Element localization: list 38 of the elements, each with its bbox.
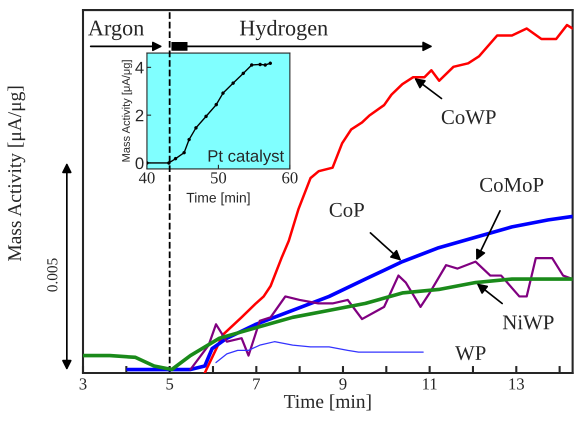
point	[258, 62, 262, 66]
y-tick-label: 2	[136, 110, 144, 122]
point	[231, 81, 235, 85]
x-tick-label: 9	[339, 378, 346, 390]
point	[194, 126, 198, 130]
point	[221, 91, 225, 95]
annotation: CoMoP	[480, 178, 544, 192]
annotation: NiWP	[502, 315, 554, 330]
x-tick-label: 7	[253, 378, 260, 390]
annotation: CoP	[330, 202, 364, 217]
annotation: Argon	[88, 20, 144, 40]
y-tick-label: 4	[135, 62, 144, 74]
annotation: Hydrogen	[240, 20, 328, 40]
x-tick-label: 50	[211, 172, 226, 184]
point	[268, 62, 272, 66]
x-tick-label: 60	[282, 172, 298, 184]
x-axis-title: Time [min]	[186, 192, 250, 206]
annotation: CoWP	[442, 110, 496, 124]
annotation: WP	[455, 346, 486, 360]
text: 0.005	[47, 258, 58, 292]
point	[242, 72, 246, 76]
x-tick-label: 5	[166, 378, 174, 390]
point	[182, 150, 186, 154]
x-tick-label: 40	[138, 172, 155, 184]
point	[250, 63, 254, 67]
y-axis-title: Mass Activity [μA/μg]	[8, 86, 26, 262]
x-axis-title: Time [min]	[284, 394, 371, 410]
y-axis-title: Mass Activity [μA/μg]	[122, 60, 132, 162]
annotation: Pt catalyst	[208, 150, 284, 166]
x-tick-label: 11	[423, 378, 437, 390]
point	[263, 63, 267, 67]
x-tick-label: 13	[509, 378, 524, 390]
y-tick-label: 0	[136, 157, 144, 170]
x-tick-label: 3	[80, 378, 87, 390]
point	[204, 114, 208, 118]
point	[174, 156, 178, 160]
point	[187, 138, 191, 142]
point	[214, 102, 218, 106]
